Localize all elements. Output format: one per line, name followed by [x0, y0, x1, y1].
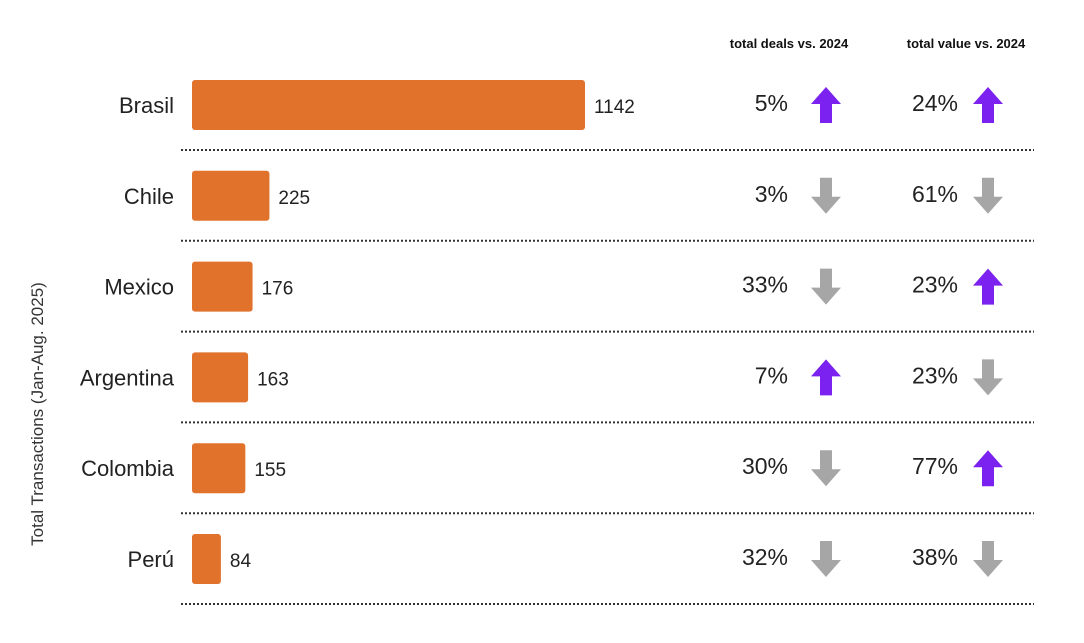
arrow-down-icon: [973, 177, 1003, 214]
deals-change-value: 3%: [755, 181, 788, 207]
category-label: Brasil: [119, 93, 174, 118]
category-label: Mexico: [104, 275, 174, 300]
value-change-header: total value vs. 2024: [907, 36, 1026, 51]
bar: [192, 534, 221, 584]
value-change-value: 23%: [912, 362, 958, 388]
value-change-value: 61%: [912, 181, 958, 207]
arrow-down-icon: [973, 541, 1003, 577]
bar-value-label: 176: [262, 279, 294, 300]
value-change-value: 38%: [912, 544, 958, 570]
category-label: Colombia: [81, 456, 175, 481]
arrow-up-icon: [811, 87, 841, 123]
value-change-value: 77%: [912, 453, 958, 479]
bar: [192, 443, 246, 494]
arrow-up-icon: [811, 359, 841, 396]
deals-change-header: total deals vs. 2024: [730, 36, 849, 51]
bar-value-label: 84: [230, 551, 252, 572]
deals-change-value: 5%: [755, 90, 788, 116]
deals-change-value: 7%: [755, 362, 788, 388]
arrow-down-icon: [811, 450, 841, 487]
arrow-down-icon: [811, 268, 841, 305]
deals-change-value: 30%: [742, 453, 788, 479]
value-change-value: 23%: [912, 272, 958, 298]
deals-change-value: 33%: [742, 272, 788, 298]
bar-value-label: 1142: [594, 97, 635, 118]
y-axis-label: Total Transactions (Jan-Aug. 2025): [28, 282, 47, 546]
arrow-up-icon: [973, 268, 1003, 305]
arrow-down-icon: [811, 177, 841, 214]
bar: [192, 80, 585, 130]
chart-rows: Brasil 1142 5% 24% Chile 225 3% 61% Mexico 176 33%…: [80, 80, 1034, 605]
value-change-value: 24%: [912, 90, 958, 116]
bar: [192, 170, 270, 221]
arrow-up-icon: [973, 87, 1003, 123]
bar-value-label: 163: [257, 369, 289, 390]
bar: [192, 261, 253, 312]
category-label: Argentina: [80, 365, 175, 390]
category-label: Chile: [124, 184, 174, 209]
category-label: Perú: [128, 547, 174, 572]
bar-value-label: 155: [254, 460, 286, 481]
bar-value-label: 225: [278, 188, 310, 209]
deals-change-value: 32%: [742, 544, 788, 570]
arrow-down-icon: [811, 541, 841, 577]
bar: [192, 352, 249, 403]
arrow-down-icon: [973, 359, 1003, 396]
arrow-up-icon: [973, 450, 1003, 487]
